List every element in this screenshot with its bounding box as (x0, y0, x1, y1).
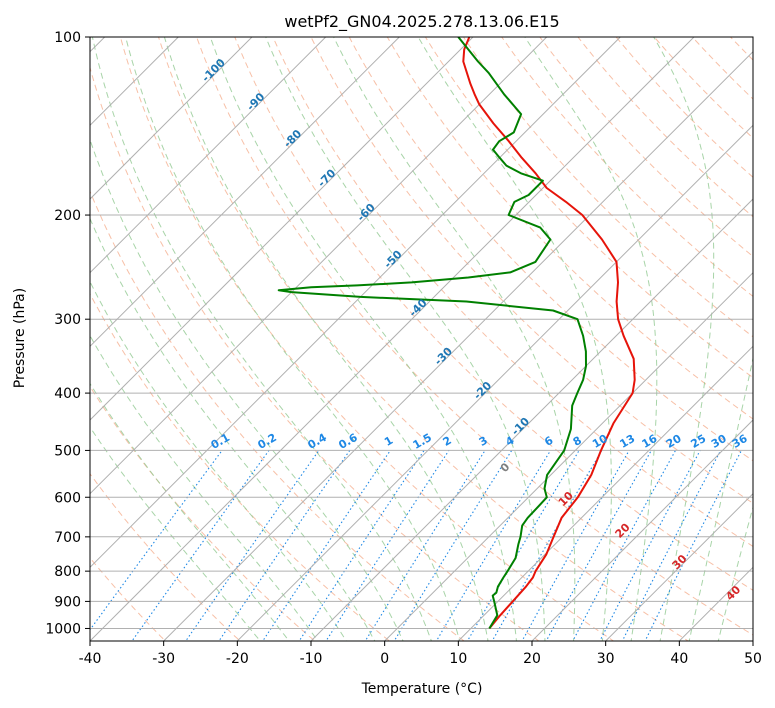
x-tick-label: -20 (226, 651, 249, 667)
x-tick-label: -40 (79, 651, 102, 667)
x-tick-label: -30 (152, 651, 175, 667)
x-tick-label: -10 (300, 651, 323, 667)
y-tick-label: 300 (54, 312, 81, 328)
dry-adiabat-line (386, 37, 753, 420)
x-ticks: -40 -30 -20 -10 0 10 20 30 40 50 (79, 641, 762, 667)
y-tick-label: 800 (54, 564, 81, 580)
y-tick-label: 1000 (45, 621, 81, 637)
y-tick-label: 900 (54, 594, 81, 610)
dry-adiabat-line (90, 472, 241, 641)
y-tick-label: 500 (54, 443, 81, 459)
isotherm-line (90, 37, 253, 200)
dry-adiabat-line (501, 37, 753, 298)
moist-adiabat-line (653, 37, 715, 641)
dry-adiabat-line (157, 37, 690, 641)
dry-adiabat-line (90, 292, 391, 641)
x-axis-label: Temperature (°C) (361, 681, 483, 697)
isotherm-line (236, 124, 753, 641)
y-tick-label: 100 (54, 30, 81, 46)
isotherm-line (457, 345, 753, 641)
chart-title: wetPf2_GN04.2025.278.13.06.E15 (284, 12, 559, 32)
dry-adiabat-line (462, 37, 753, 338)
moist-adiabat-line (90, 280, 347, 641)
x-tick-label: 40 (670, 651, 688, 667)
temperature-profile-line (462, 37, 636, 630)
x-tick-label: 20 (523, 651, 541, 667)
profiles (277, 37, 636, 630)
dewpoint-profile-line (277, 37, 587, 630)
isotherm-line (531, 419, 753, 641)
isotherm-line (90, 37, 327, 274)
isotherm-line (90, 37, 548, 495)
isotherm-line (384, 271, 753, 641)
isotherm-line (90, 37, 474, 421)
dry-adiabat-line (310, 37, 753, 504)
dry-adiabat-line (234, 37, 753, 591)
moist-adiabat-line (91, 37, 432, 641)
dry-adiabat-line (90, 190, 465, 641)
moist-adiabat-line (265, 37, 546, 641)
isotherm-line (605, 492, 753, 641)
x-tick-label: 0 (380, 651, 389, 667)
dry-adiabat-line (196, 37, 753, 636)
x-tick-label: 10 (449, 651, 467, 667)
y-tick-label: 700 (54, 530, 81, 546)
x-tick-label: 30 (597, 651, 615, 667)
y-tick-label: 200 (54, 208, 81, 224)
moist-adiabat-line (417, 37, 612, 641)
isotherm-line (90, 37, 695, 641)
plot-frame (89, 36, 754, 642)
isotherm-line (90, 37, 400, 348)
x-tick-label: 50 (744, 651, 762, 667)
moist-adiabat-line (717, 505, 753, 641)
isotherm-grid (90, 37, 753, 641)
isotherm-line (163, 50, 753, 641)
isobar-grid (90, 37, 753, 629)
y-tick-label: 400 (54, 386, 81, 402)
y-ticks: 100 200 300 400 500 600 700 800 900 1000 (45, 30, 90, 637)
y-axis-label: Pressure (hPa) (12, 288, 28, 388)
y-tick-label: 600 (54, 490, 81, 506)
dry-adiabat-line (119, 37, 615, 641)
plot-area: 0.1 0.2 0.4 0.6 1 1.5 2 3 4 6 8 10 13 16 20 25 30 36-100-… (90, 37, 753, 641)
dry-adiabat-line (424, 37, 753, 379)
isotherm-line (90, 37, 621, 569)
isotherm-line (310, 198, 753, 641)
moist-adiabat-line (333, 37, 576, 641)
